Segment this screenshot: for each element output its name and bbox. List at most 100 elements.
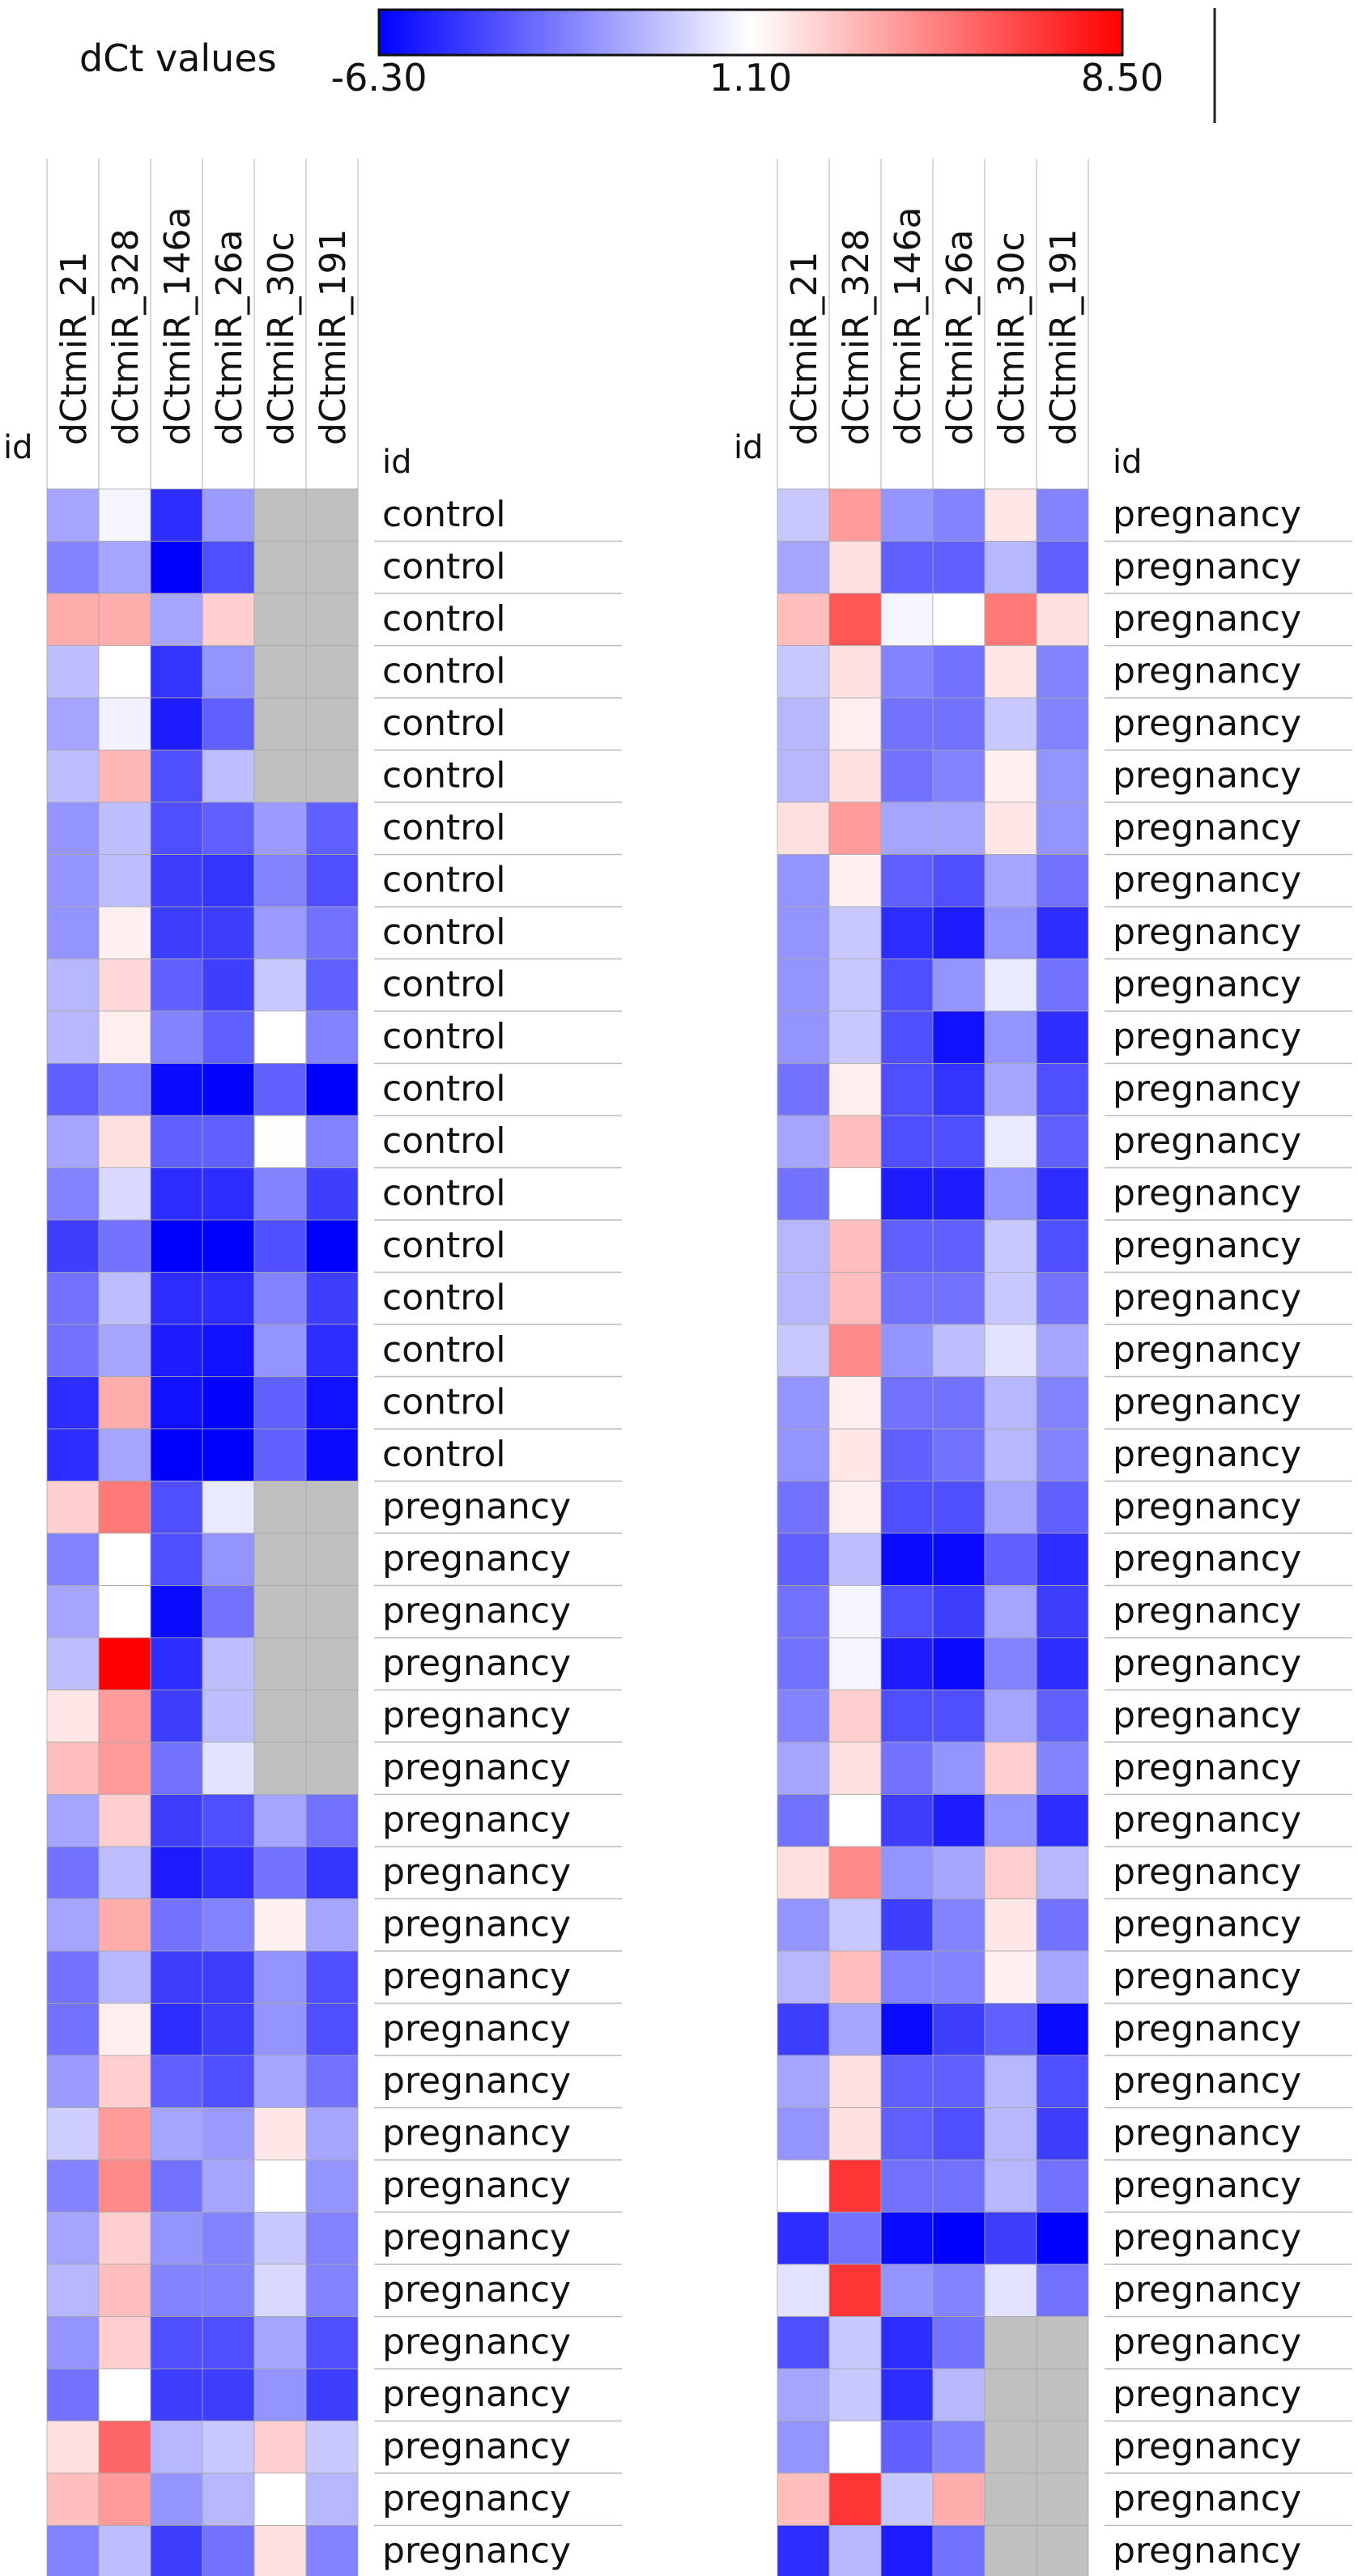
heatmap-cell xyxy=(202,906,255,959)
heatmap-cell xyxy=(253,2003,307,2056)
heatmap-cell xyxy=(1036,2472,1089,2526)
heatmap-cell xyxy=(98,1428,151,1481)
heatmap-cell xyxy=(98,1115,151,1168)
heatmap-cell xyxy=(1036,1690,1089,1743)
heatmap-cell xyxy=(305,1690,359,1743)
heatmap-cell xyxy=(98,750,151,803)
heatmap-cell xyxy=(1036,1428,1089,1481)
heatmap-cell xyxy=(880,2107,934,2161)
heatmap-cell xyxy=(777,959,830,1012)
heatmap-cell xyxy=(305,2472,359,2526)
row-label: pregnancy xyxy=(1113,1538,1301,1579)
heatmap-cell xyxy=(150,2421,203,2474)
heatmap-cell xyxy=(98,1272,151,1325)
row-label: pregnancy xyxy=(1113,912,1301,953)
heatmap-cell xyxy=(202,1690,255,1743)
heatmap-cell xyxy=(305,1898,359,1952)
heatmap-cell xyxy=(150,1690,203,1743)
heatmap-cell xyxy=(46,1794,100,1847)
heatmap-cell xyxy=(828,1219,882,1273)
heatmap-cell xyxy=(984,2107,1037,2161)
heatmap-cell xyxy=(777,1794,830,1847)
heatmap-cell xyxy=(777,2421,830,2474)
heatmap-cell xyxy=(828,1324,882,1377)
heatmap-panels: dCtmiR_21 dCtmiR_328 dCtmiR_146a dCtmiR_26a… xyxy=(3,159,1352,2576)
row-label: control xyxy=(382,1434,506,1475)
heatmap-cell xyxy=(305,1272,359,1325)
heatmap-cell xyxy=(150,1324,203,1377)
heatmap-cell xyxy=(880,1898,934,1952)
row-label: pregnancy xyxy=(1113,2217,1301,2259)
heatmap-cell xyxy=(984,1741,1037,1795)
row-label: pregnancy xyxy=(382,1486,571,1528)
heatmap-cell xyxy=(46,854,100,908)
heatmap-cell xyxy=(46,2525,100,2576)
heatmap-cell xyxy=(202,1063,255,1116)
heatmap-cell xyxy=(828,697,882,750)
heatmap-cell xyxy=(202,1898,255,1952)
heatmap-cell xyxy=(98,1585,151,1639)
heatmap-cell xyxy=(253,2055,307,2108)
heatmap-cell xyxy=(202,1794,255,1847)
row-label: pregnancy xyxy=(382,2217,571,2259)
heatmap-cell xyxy=(828,645,882,699)
heatmap-cell xyxy=(305,1428,359,1481)
heatmap-cell xyxy=(880,1272,934,1325)
row-label: pregnancy xyxy=(1113,1956,1301,1997)
heatmap-cell xyxy=(984,1846,1037,1899)
heatmap-cell xyxy=(202,2264,255,2317)
row-label: control xyxy=(382,1069,506,1110)
heatmap-cell xyxy=(880,1585,934,1639)
heatmap-cell xyxy=(46,1219,100,1273)
heatmap-cell xyxy=(46,2421,100,2474)
heatmap-cell xyxy=(984,1585,1037,1639)
heatmap-cell xyxy=(202,2212,255,2265)
heatmap-cell xyxy=(253,854,307,908)
heatmap-cell xyxy=(1036,1063,1089,1116)
row-label: control xyxy=(382,703,506,744)
heatmap-cell xyxy=(253,1376,307,1430)
heatmap-cell xyxy=(150,1481,203,1534)
heatmap-cell xyxy=(1036,1167,1089,1221)
heatmap-cell xyxy=(98,1898,151,1952)
heatmap-cell xyxy=(777,854,830,908)
heatmap-cell xyxy=(1036,2212,1089,2265)
heatmap-cell xyxy=(46,1010,100,1064)
heatmap-cell xyxy=(253,1690,307,1743)
heatmap-cell xyxy=(202,854,255,908)
heatmap-cell xyxy=(828,1532,882,1586)
heatmap-cell xyxy=(305,2107,359,2161)
heatmap-cell xyxy=(46,697,100,750)
heatmap-cell xyxy=(984,2421,1037,2474)
heatmap-cell xyxy=(202,645,255,699)
heatmap-cell xyxy=(253,1010,307,1064)
heatmap-cell xyxy=(984,593,1037,646)
heatmap-cell xyxy=(828,1898,882,1952)
heatmap-cell xyxy=(932,2159,986,2213)
heatmap-cell xyxy=(880,1376,934,1430)
heatmap-cell xyxy=(880,1532,934,1586)
heatmap-cell xyxy=(202,2525,255,2576)
heatmap-cell xyxy=(1036,1741,1089,1795)
heatmap-cell xyxy=(253,1846,307,1899)
heatmap-cell xyxy=(305,1585,359,1639)
heatmap-cell xyxy=(202,2421,255,2474)
heatmap-cell xyxy=(880,854,934,908)
heatmap-cell xyxy=(46,2003,100,2056)
row-label: pregnancy xyxy=(1113,964,1301,1005)
column-header: dCtmiR_30c xyxy=(991,232,1032,445)
heatmap-cell xyxy=(932,541,986,594)
row-label: pregnancy xyxy=(1113,598,1301,640)
heatmap-cell xyxy=(202,2472,255,2526)
heatmap-cell xyxy=(880,645,934,699)
heatmap-cell xyxy=(46,1532,100,1586)
heatmap-cell xyxy=(932,801,986,855)
colorbar-gradient xyxy=(377,8,1124,57)
heatmap-cell xyxy=(984,1219,1037,1273)
heatmap-cell xyxy=(984,1428,1037,1481)
heatmap-cell xyxy=(305,1115,359,1168)
heatmap-cell xyxy=(777,1637,830,1690)
heatmap-cell xyxy=(932,593,986,646)
heatmap-cell xyxy=(46,750,100,803)
heatmap-cell xyxy=(98,1376,151,1430)
